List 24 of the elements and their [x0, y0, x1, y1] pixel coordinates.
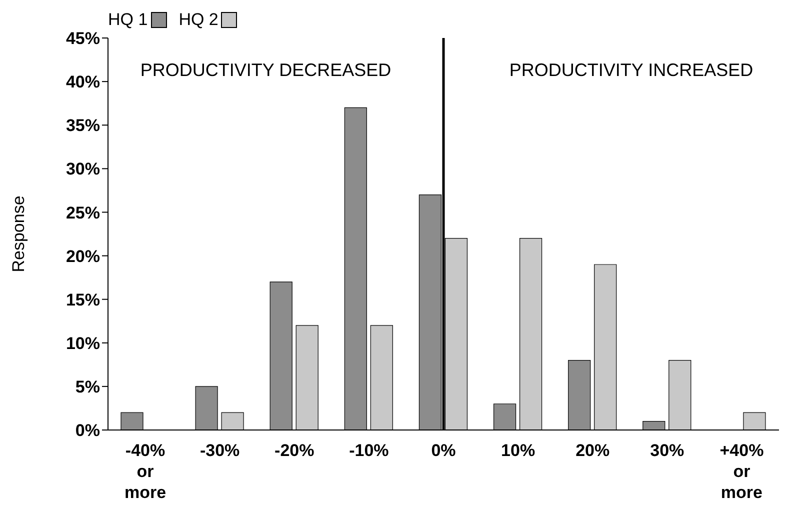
- annotation: PRODUCTIVITY DECREASED: [140, 60, 392, 80]
- x-tick-label: 10%: [501, 441, 536, 460]
- x-tick-label: +40% or more: [720, 441, 764, 502]
- legend-label: HQ 2: [178, 10, 218, 30]
- annotation: PRODUCTIVITY INCREASED: [508, 60, 754, 81]
- legend-label: HQ 1: [108, 10, 148, 30]
- y-tick-label: 40%: [66, 72, 100, 92]
- x-tick-label: -10%: [349, 441, 389, 460]
- y-tick-label: 15%: [66, 290, 100, 310]
- y-tick-label: 25%: [66, 203, 100, 222]
- y-tick-label: 30%: [66, 160, 100, 179]
- x-tick-label: -20%: [274, 441, 314, 460]
- x-tick-label: 0%: [431, 441, 456, 460]
- y-tick-label: 5%: [75, 377, 100, 396]
- x-tick-label: -30%: [200, 441, 240, 460]
- x-tick-label: 30%: [650, 441, 684, 460]
- y-tick-label: 20%: [66, 246, 100, 266]
- x-tick-label: -40% or more: [124, 441, 166, 502]
- y-tick-label: 45%: [66, 29, 100, 48]
- y-tick-label: 0%: [75, 421, 100, 440]
- y-tick-label: 10%: [66, 334, 100, 353]
- y-axis-title: Response: [9, 196, 28, 272]
- x-tick-label: 20%: [576, 441, 610, 460]
- y-tick-label: 35%: [66, 116, 100, 136]
